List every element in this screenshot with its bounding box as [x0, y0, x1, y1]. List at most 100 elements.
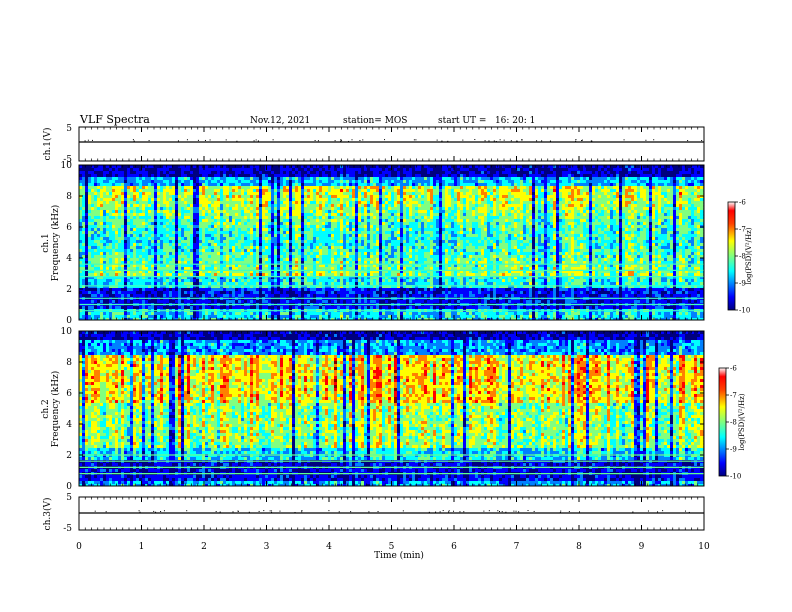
spectrogram-cell [196, 306, 200, 310]
spectrogram-cell [298, 300, 302, 304]
spectrogram-cell [196, 216, 200, 220]
spectrogram-cell [196, 174, 200, 178]
spectrogram-cell [343, 174, 347, 178]
spectrogram-cell [337, 165, 341, 169]
spectrogram-cell [82, 318, 86, 320]
spectrogram-cell [106, 201, 110, 205]
spectrogram-cell [175, 267, 179, 271]
spectrogram-cell [187, 270, 191, 274]
spectrogram-cell [310, 201, 314, 205]
spectrogram-cell [133, 186, 137, 190]
spectrogram-cell [127, 243, 131, 247]
spectrogram-cell [343, 210, 347, 214]
spectrogram-cell [247, 276, 251, 280]
spectrogram-cell [184, 225, 188, 229]
spectrogram-cell [211, 291, 215, 295]
spectrogram-cell [286, 222, 290, 226]
spectrogram-cell [163, 288, 167, 292]
spectrogram-cell [148, 180, 152, 184]
spectrogram-cell [220, 204, 224, 208]
spectrogram-cell [85, 255, 89, 259]
spectrogram-cell [259, 267, 263, 271]
spectrogram-cell [214, 273, 218, 277]
spectrogram-cell [343, 180, 347, 184]
spectrogram-cell [253, 201, 257, 205]
spectrogram-cell [175, 165, 179, 169]
spectrogram-cell [316, 198, 320, 202]
spectrogram-cell [346, 204, 350, 208]
spectrogram-cell [328, 201, 332, 205]
spectrogram-cell [148, 246, 152, 250]
spectrogram-cell [208, 288, 212, 292]
spectrogram-cell [337, 192, 341, 196]
spectrogram-cell [229, 192, 233, 196]
spectrogram-cell [139, 216, 143, 220]
spectrogram-cell [325, 306, 329, 310]
spectrogram-cell [199, 306, 203, 310]
spectrogram-cell [115, 306, 119, 310]
spectrogram-cell [109, 246, 113, 250]
spectrogram-cell [301, 312, 305, 316]
spectrogram-cell [184, 198, 188, 202]
spectrogram-cell [331, 228, 335, 232]
spectrogram-cell [121, 255, 125, 259]
spectrogram-cell [94, 213, 98, 217]
spectrogram-cell [325, 231, 329, 235]
spectrogram-cell [97, 240, 101, 244]
spectrogram-cell [142, 300, 146, 304]
spectrogram-cell [97, 294, 101, 298]
spectrogram-cell [295, 306, 299, 310]
spectrogram-cell [157, 195, 161, 199]
spectrogram-cell [202, 237, 206, 241]
spectrogram-cell [139, 291, 143, 295]
spectrogram-cell [160, 234, 164, 238]
spectrogram-cell [238, 264, 242, 268]
spectrogram-cell [208, 282, 212, 286]
spectrogram-cell [85, 222, 89, 226]
spectrogram-cell [148, 318, 152, 320]
spectrogram-cell [256, 246, 260, 250]
spectrogram-cell [91, 198, 95, 202]
spectrogram-cell [349, 168, 353, 172]
spectrogram-cell [79, 213, 83, 217]
spectrogram-cell [271, 312, 275, 316]
spectrogram-cell [265, 312, 269, 316]
spectrogram-cell [331, 171, 335, 175]
spectrogram-cell [340, 207, 344, 211]
spectrogram-cell [226, 267, 230, 271]
spectrogram-cell [169, 315, 173, 319]
spectrogram-cell [88, 318, 92, 320]
spectrogram-cell [295, 255, 299, 259]
spectrogram-cell [148, 195, 152, 199]
spectrogram-cell [295, 258, 299, 262]
spectrogram-cell [154, 237, 158, 241]
spectrogram-cell [283, 231, 287, 235]
spectrogram-cell [229, 318, 233, 320]
spectrogram-cell [166, 168, 170, 172]
spectrogram-cell [163, 198, 167, 202]
spectrogram-cell [151, 288, 155, 292]
spectrogram-cell [337, 168, 341, 172]
spectrogram-cell [271, 294, 275, 298]
spectrogram-cell [202, 255, 206, 259]
spectrogram-cell [181, 219, 185, 223]
spectrogram-cell [79, 258, 83, 262]
spectrogram-cell [109, 168, 113, 172]
spectrogram-cell [262, 291, 266, 295]
spectrogram-cell [208, 204, 212, 208]
spectrogram-cell [106, 195, 110, 199]
spectrogram-cell [319, 180, 323, 184]
spectrogram-cell [223, 165, 227, 169]
spectrogram-cell [112, 204, 116, 208]
spectrogram-cell [94, 255, 98, 259]
spectrogram-cell [220, 225, 224, 229]
spectrogram-cell [268, 288, 272, 292]
spectrogram-cell [226, 300, 230, 304]
spectrogram-cell [226, 240, 230, 244]
spectrogram-cell [259, 285, 263, 289]
spectrogram-cell [163, 249, 167, 253]
spectrogram-cell [244, 225, 248, 229]
spectrogram-cell [238, 318, 242, 320]
spectrogram-cell [214, 243, 218, 247]
spectrogram-cell [277, 198, 281, 202]
